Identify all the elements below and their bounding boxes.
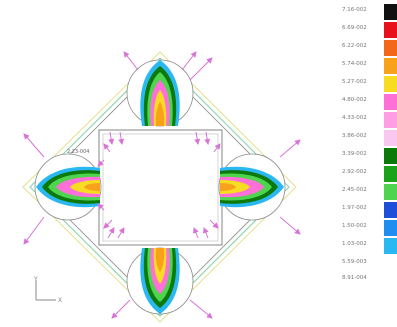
legend-label: 3.39-002 (342, 151, 367, 157)
legend-entry: 3.39-002 (340, 148, 397, 164)
legend-end-label: 8.91-004 (342, 275, 367, 281)
legend-swatch (384, 256, 397, 272)
inner-square (98, 129, 223, 246)
legend-swatch (384, 166, 397, 182)
load-arrows (23, 51, 301, 319)
legend-entry: 3.86-002 (340, 130, 397, 146)
legend-entry: 2.92-002 (340, 166, 397, 182)
legend-swatch (384, 4, 397, 20)
legend-label: 2.45-002 (342, 187, 367, 193)
legend-swatch (384, 184, 397, 200)
legend-swatch (384, 220, 397, 236)
legend-label: 1.50-002 (342, 223, 367, 229)
legend-label: 7.16-002 (342, 7, 367, 13)
legend-label: 5.74-002 (342, 61, 367, 67)
legend-label: 5.27-002 (342, 79, 367, 85)
legend-label: 3.86-002 (342, 133, 367, 139)
legend-entry: 1.50-002 (340, 220, 397, 236)
axis-x-label: X (58, 297, 63, 304)
legend-label: 1.97-002 (342, 205, 367, 211)
legend-entry: 1.03-002 (340, 238, 397, 254)
legend-entry: 5.27-002 (340, 76, 397, 92)
legend-label: 5.59-003 (342, 259, 367, 265)
legend-entry: 4.33-002 (340, 112, 397, 128)
legend-entry: 1.97-002 (340, 202, 397, 218)
inner-square-offset (102, 133, 219, 242)
outer-contour-green (29, 57, 290, 317)
legend-swatch (384, 202, 397, 218)
legend-label: 4.80-002 (342, 97, 367, 103)
legend-label: 4.33-002 (342, 115, 367, 121)
legend-label: 6.22-002 (342, 43, 367, 49)
legend-swatch (384, 22, 397, 38)
legend-label: 1.03-002 (342, 241, 367, 247)
legend-swatch (384, 40, 397, 56)
legend-swatch (384, 112, 397, 128)
contour-lobe-left (34, 153, 102, 221)
outer-contour-yellow (22, 51, 297, 323)
legend-entry: 5.59-003 (340, 256, 397, 272)
legend-entry: 2.45-002 (340, 184, 397, 200)
contour-lobe-bottom (126, 247, 194, 315)
contour-lobe-right (218, 153, 286, 221)
legend-swatch (384, 130, 397, 146)
legend-label: 6.69-002 (342, 25, 367, 31)
legend-entry: 7.16-002 (340, 4, 397, 20)
legend-swatch (384, 94, 397, 110)
legend-swatch (384, 238, 397, 254)
contour-lobe-top (126, 59, 194, 127)
coordinate-axes (35, 280, 56, 301)
legend-entry: 6.69-002 (340, 22, 397, 38)
axis-y-label: Y (34, 276, 38, 283)
probe-value-label: 2.23-004 (67, 149, 90, 155)
inner-arrows (103, 131, 221, 239)
legend-entry: 6.22-002 (340, 40, 397, 56)
legend-swatch (384, 148, 397, 164)
color-legend: 7.16-002 6.69-002 6.22-002 5.74-002 5.27… (340, 4, 397, 279)
legend-swatch (384, 76, 397, 92)
legend-entry: 5.74-002 (340, 58, 397, 74)
legend-label: 2.92-002 (342, 169, 367, 175)
legend-swatch (384, 58, 397, 74)
legend-entry: 4.80-002 (340, 94, 397, 110)
